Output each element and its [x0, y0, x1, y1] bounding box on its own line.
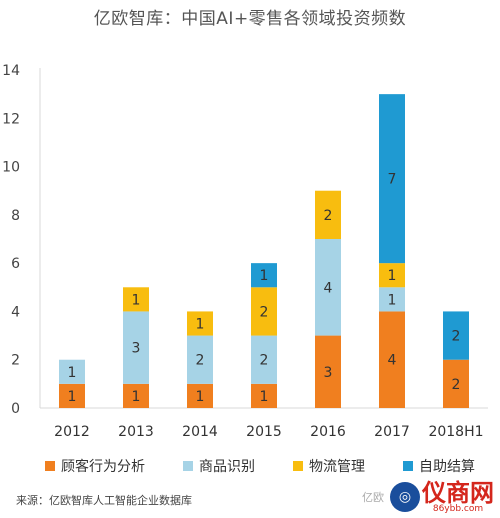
legend-item-logistics: 物流管理: [293, 456, 365, 476]
x-tick-label: 2012: [54, 424, 90, 440]
watermark-logo: 仪商网 86ybb.com: [422, 477, 494, 514]
bar-segment: [443, 311, 469, 360]
x-tick-label: 2015: [246, 424, 282, 440]
y-tick-label: 12: [2, 111, 20, 127]
bar-segment: [251, 263, 277, 288]
bar-segment: [123, 383, 149, 408]
data-label: 1: [260, 268, 269, 284]
bar-segment: [379, 287, 405, 312]
data-label: 2: [452, 377, 461, 393]
x-tick-label: 2018H1: [428, 424, 483, 440]
watermark: 亿欧 ◎ 仪商网 86ybb.com: [362, 480, 494, 514]
data-label: 4: [388, 353, 397, 369]
data-label: 7: [388, 172, 397, 188]
bar-segment: [251, 383, 277, 408]
y-tick-label: 8: [11, 208, 20, 224]
bar-segment: [315, 239, 341, 336]
legend-item-product-recognition: 商品识别: [183, 456, 255, 476]
y-tick-label: 10: [2, 160, 20, 176]
y-tick-label: 0: [11, 401, 20, 417]
legend-swatch: [293, 461, 303, 471]
y-tick-label: 4: [11, 304, 20, 320]
source-note: 来源：亿欧智库人工智能企业数据库: [16, 494, 192, 507]
legend-swatch: [183, 461, 193, 471]
bar-segment: [187, 311, 213, 336]
data-label: 1: [196, 317, 205, 333]
data-label: 2: [452, 329, 461, 345]
y-tick-label: 2: [11, 353, 20, 369]
watermark-logo-text: 仪商网: [422, 477, 494, 507]
bar-segment: [123, 287, 149, 312]
data-label: 1: [132, 292, 141, 308]
bar-segment: [379, 263, 405, 288]
data-label: 1: [196, 389, 205, 405]
data-label: 2: [260, 353, 269, 369]
legend-swatch: [403, 461, 413, 471]
watermark-prefix: 亿欧: [362, 491, 384, 504]
bars: 1 1 1 3 1 1 2 1 1 2 2 1 3 4 2 4 1 1 7 2 2: [59, 94, 469, 408]
data-label: 2: [324, 208, 333, 224]
legend-label: 顾客行为分析: [61, 459, 145, 475]
y-tick-label: 6: [11, 256, 20, 272]
bar-segment: [379, 311, 405, 408]
bar-segment: [187, 383, 213, 408]
data-label: 4: [324, 280, 333, 296]
data-label: 2: [260, 304, 269, 320]
legend-swatch: [45, 461, 55, 471]
data-label: 1: [388, 292, 397, 308]
data-label: 3: [324, 365, 333, 381]
bar-segment: [59, 383, 85, 408]
bar-segment: [315, 190, 341, 239]
watermark-badge-icon: ◎: [390, 482, 420, 512]
legend-label: 商品识别: [199, 459, 255, 475]
bar-segment: [315, 335, 341, 408]
legend: 顾客行为分析 商品识别 物流管理 自助结算: [45, 456, 475, 476]
legend-item-customer-behavior: 顾客行为分析: [45, 456, 145, 476]
legend-item-self-checkout: 自助结算: [403, 456, 475, 476]
bar-segment: [187, 335, 213, 384]
data-label: 2: [196, 353, 205, 369]
x-tick-label: 2014: [182, 424, 218, 440]
data-label: 1: [260, 389, 269, 405]
bar-segment: [443, 359, 469, 408]
x-tick-label: 2016: [310, 424, 346, 440]
watermark-url: 86ybb.com: [432, 503, 484, 514]
data-label: 1: [132, 389, 141, 405]
x-tick-label: 2017: [374, 424, 410, 440]
bar-segment: [123, 311, 149, 384]
data-label: 1: [388, 268, 397, 284]
data-label: 3: [132, 341, 141, 357]
legend-label: 自助结算: [419, 459, 475, 475]
bar-segment: [379, 94, 405, 264]
chart-title: 亿欧智库：中国AI+零售各领域投资频数: [93, 9, 407, 29]
x-tick-label: 2013: [118, 424, 154, 440]
data-label: 1: [68, 389, 77, 405]
data-label: 1: [68, 365, 77, 381]
y-tick-label: 14: [2, 63, 20, 79]
bar-segment: [59, 359, 85, 384]
legend-label: 物流管理: [309, 459, 365, 475]
bar-segment: [251, 335, 277, 384]
bar-segment: [251, 287, 277, 336]
